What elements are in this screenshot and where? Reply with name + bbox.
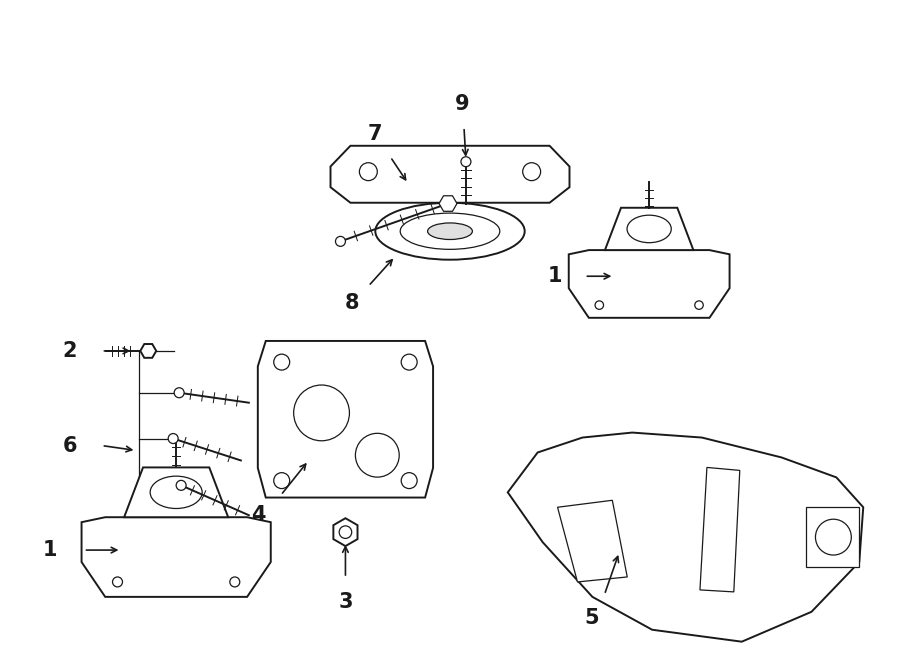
Circle shape	[230, 577, 239, 587]
Circle shape	[359, 163, 377, 180]
Circle shape	[815, 519, 851, 555]
Circle shape	[356, 434, 400, 477]
Polygon shape	[557, 500, 627, 582]
Text: 3: 3	[338, 592, 353, 612]
Polygon shape	[82, 517, 271, 597]
Circle shape	[336, 237, 346, 247]
Text: 4: 4	[252, 505, 266, 525]
Circle shape	[401, 354, 417, 370]
Ellipse shape	[428, 223, 473, 239]
Polygon shape	[333, 518, 357, 546]
Circle shape	[274, 473, 290, 488]
Text: 1: 1	[42, 540, 57, 560]
Circle shape	[112, 577, 122, 587]
Circle shape	[176, 481, 186, 490]
Text: 7: 7	[368, 124, 382, 144]
Circle shape	[401, 473, 417, 488]
Circle shape	[523, 163, 541, 180]
Ellipse shape	[375, 203, 525, 260]
Circle shape	[175, 388, 184, 398]
Text: 6: 6	[62, 436, 77, 455]
Text: 2: 2	[62, 341, 77, 361]
Polygon shape	[700, 467, 740, 592]
Polygon shape	[806, 507, 859, 567]
Circle shape	[293, 385, 349, 441]
Ellipse shape	[400, 213, 500, 249]
Polygon shape	[124, 467, 229, 517]
Text: 8: 8	[346, 293, 360, 313]
Circle shape	[274, 354, 290, 370]
Polygon shape	[330, 146, 570, 203]
Circle shape	[595, 301, 604, 309]
Polygon shape	[508, 432, 863, 642]
Circle shape	[168, 434, 178, 444]
Polygon shape	[605, 208, 693, 250]
Text: 1: 1	[547, 266, 562, 286]
Polygon shape	[569, 250, 730, 318]
Polygon shape	[439, 196, 457, 212]
Polygon shape	[257, 341, 433, 498]
Circle shape	[339, 526, 352, 539]
Polygon shape	[140, 344, 157, 358]
Text: 9: 9	[454, 94, 469, 114]
Circle shape	[461, 157, 471, 167]
Circle shape	[695, 301, 703, 309]
Text: 5: 5	[584, 607, 598, 628]
